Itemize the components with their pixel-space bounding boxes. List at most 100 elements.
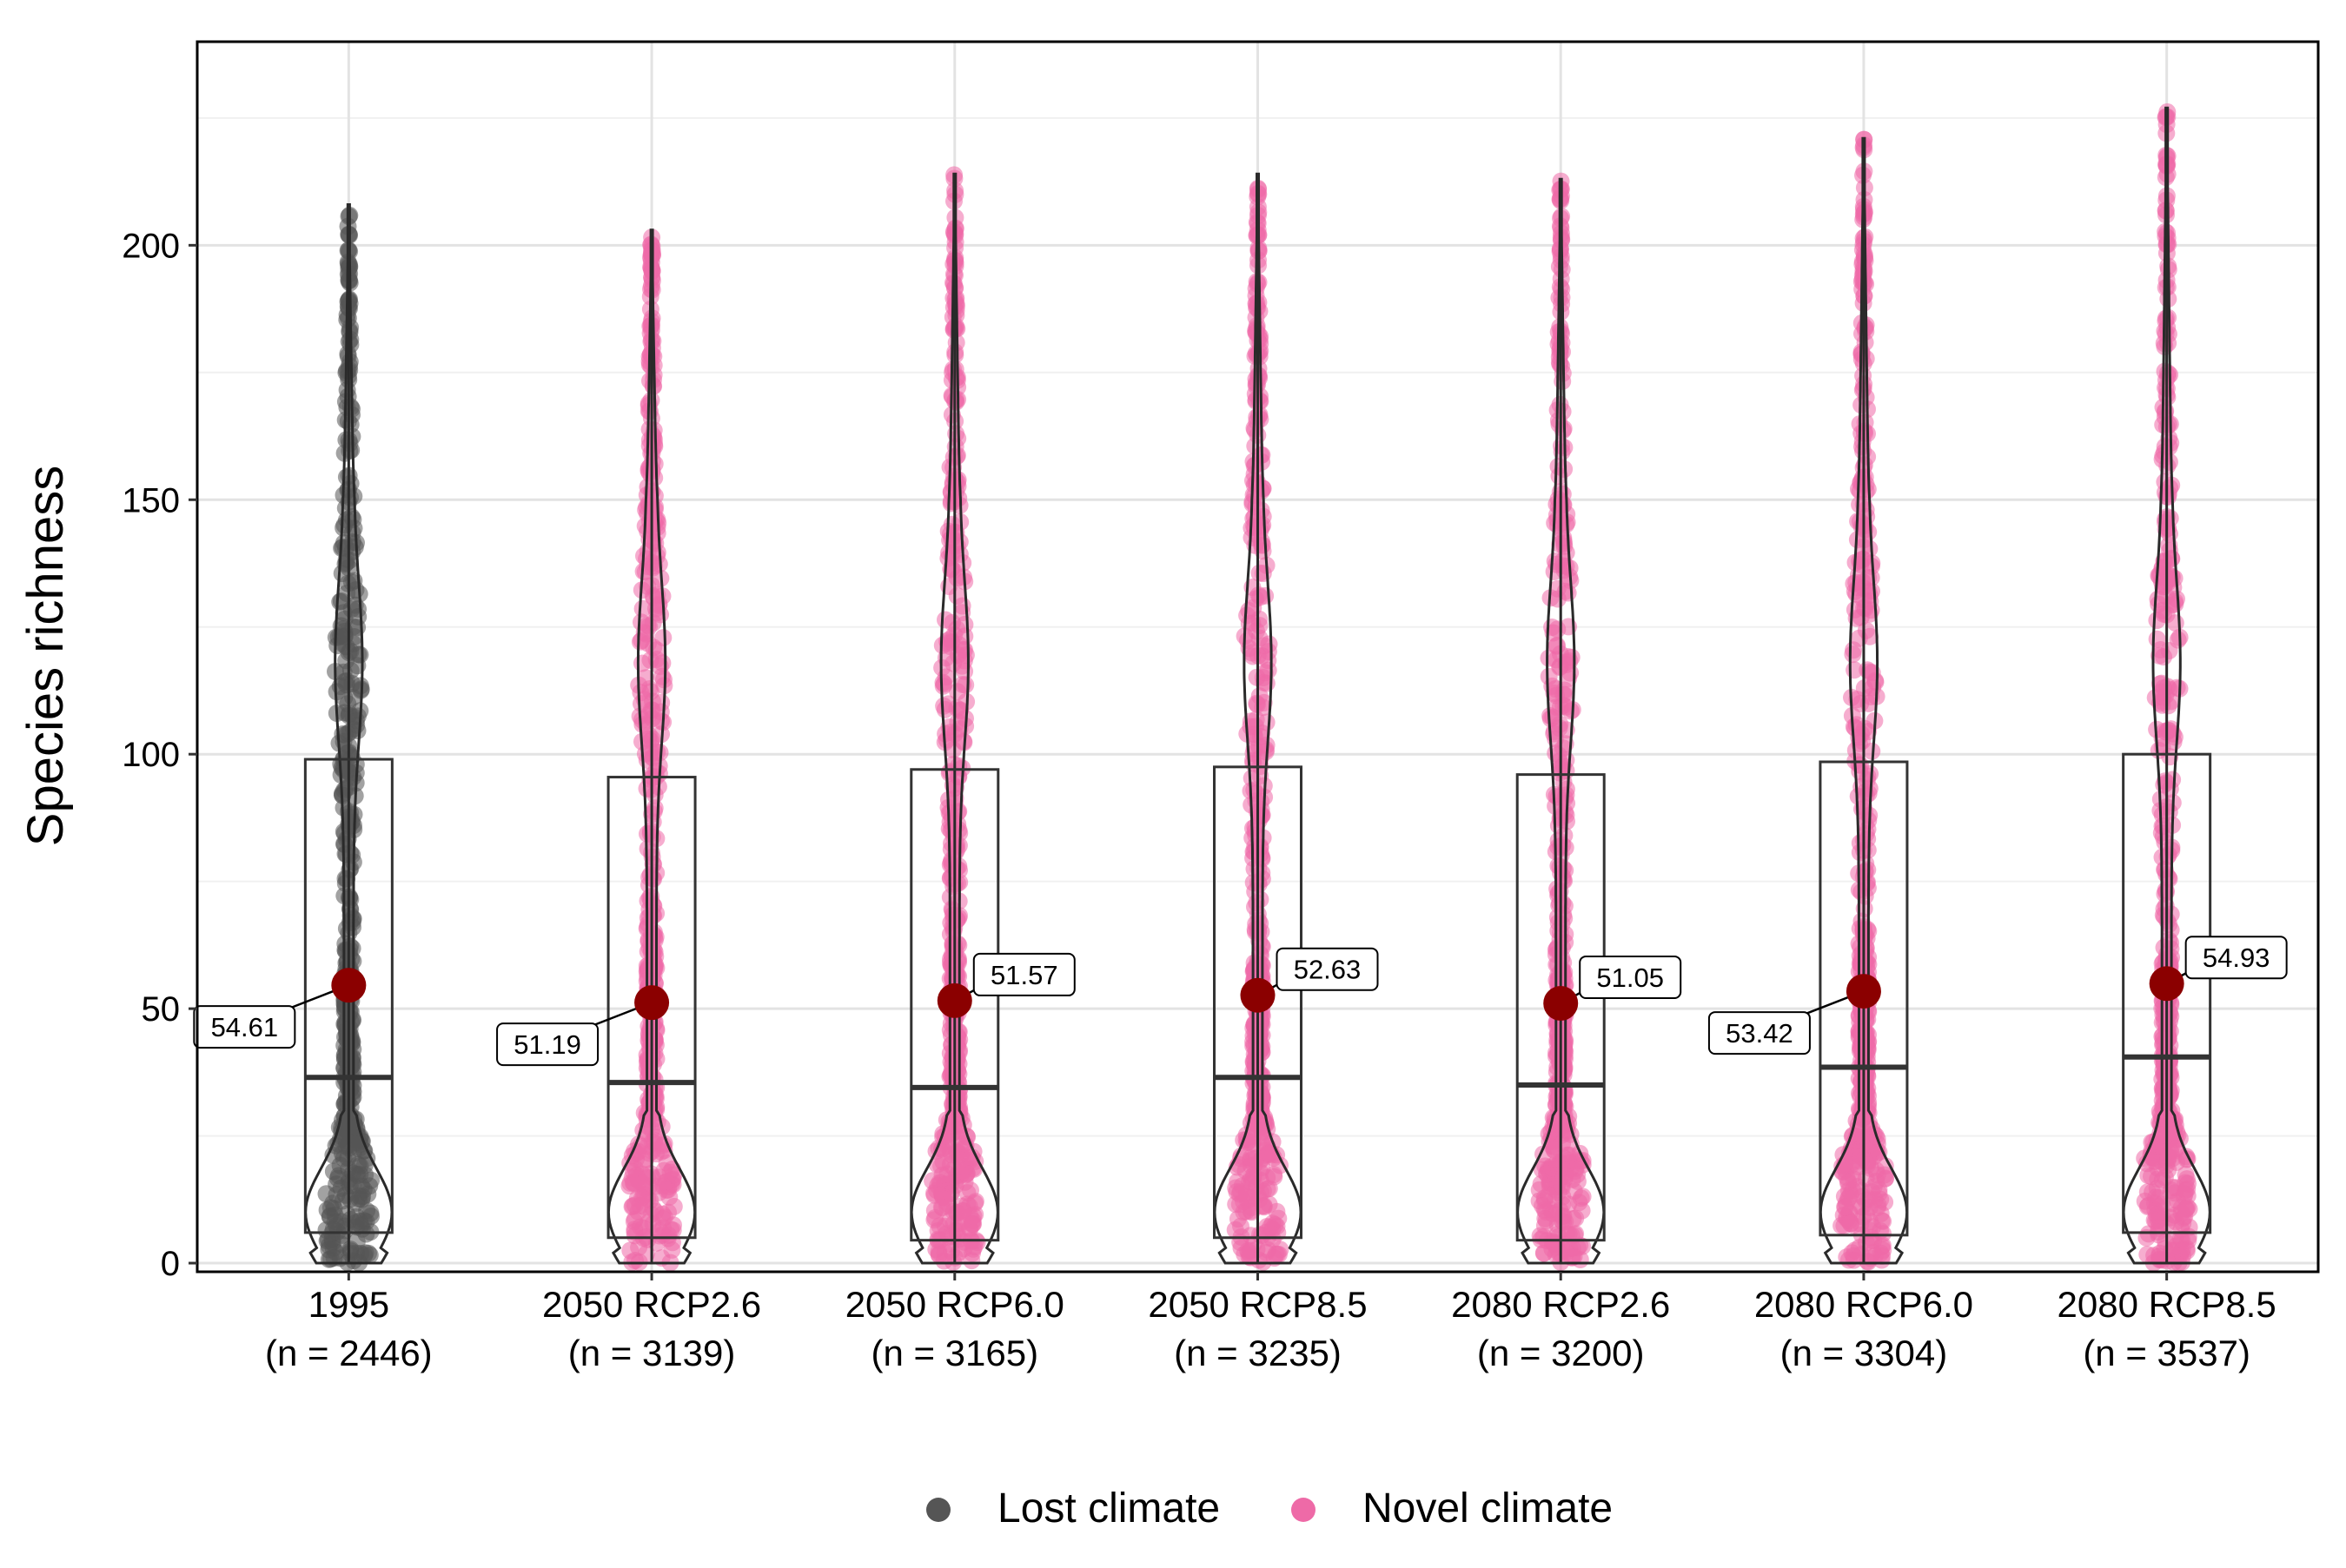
jitter-point — [956, 615, 974, 633]
jitter-point — [1253, 806, 1271, 824]
violin-2080-rcp8-5 — [2122, 103, 2211, 1272]
jitter-point — [2149, 1159, 2167, 1177]
jitter-point — [2159, 1080, 2177, 1098]
jitter-point — [633, 654, 651, 672]
jitter-point — [958, 1165, 976, 1182]
jitter-point — [342, 441, 361, 460]
jitter-point — [336, 875, 355, 892]
legend: Lost climate Novel climate — [926, 1485, 1613, 1532]
jitter-point — [1839, 1251, 1858, 1269]
mean-label: 51.19 — [514, 1029, 581, 1060]
jitter-point — [335, 704, 354, 722]
jitter-point — [2167, 1213, 2185, 1231]
jitter-point — [2169, 1126, 2187, 1144]
jitter-point — [1265, 1168, 1283, 1186]
x-tick-label: 2050 RCP8.5 — [1148, 1284, 1367, 1325]
mean-annotation: 54.61 — [193, 968, 367, 1049]
legend-key — [926, 1498, 951, 1522]
x-tick-count-label: (n = 3235) — [1174, 1333, 1342, 1373]
jitter-point — [947, 368, 965, 387]
jitter-point — [1251, 839, 1269, 857]
jitter-point — [956, 641, 974, 659]
label-box — [193, 1005, 296, 1049]
jitter-point — [1256, 664, 1274, 682]
box-iqr — [1819, 760, 1909, 1237]
x-tick-label: 1995 — [308, 1284, 389, 1325]
jitter-point — [1868, 1166, 1886, 1184]
violin-outline — [1213, 172, 1302, 1265]
jitter-point — [335, 622, 354, 640]
jitter-point — [1554, 1054, 1572, 1072]
jitter-point — [1243, 1135, 1261, 1153]
mean-point — [331, 968, 367, 1003]
mean-annotation: 53.42 — [1707, 974, 1881, 1055]
jitter-point — [652, 712, 670, 731]
jitter-point — [2155, 900, 2173, 918]
box-iqr — [2122, 752, 2212, 1234]
jitter-point — [633, 632, 651, 650]
jitter-point — [2159, 697, 2177, 715]
jitter-point — [941, 1155, 959, 1174]
mean-point — [937, 982, 972, 1018]
jitter-point — [646, 931, 664, 949]
jitter-point — [348, 1233, 366, 1251]
mean-point — [2149, 966, 2184, 1002]
jitter-point — [2179, 1174, 2197, 1193]
jitter-point — [925, 1211, 944, 1229]
jitter-point — [640, 908, 659, 925]
jitter-point — [1852, 883, 1871, 901]
jitter-point — [941, 630, 959, 648]
jitter-point — [1861, 627, 1879, 645]
box-iqr — [1213, 765, 1302, 1240]
x-tick-count-label: (n = 3165) — [871, 1333, 1038, 1373]
x-tick-count-label: (n = 2446) — [265, 1333, 433, 1373]
violin-1995 — [304, 203, 394, 1272]
mean-annotation: 51.57 — [937, 952, 1076, 1018]
jitter-point — [335, 672, 354, 691]
label-box — [1707, 1011, 1811, 1055]
mean-label: 52.63 — [1294, 955, 1362, 985]
mean-point — [1846, 974, 1881, 1009]
jitter-point — [1836, 1198, 1854, 1216]
jitter-point — [1269, 1209, 1288, 1227]
jitter-point — [338, 511, 355, 529]
jitter-point — [1259, 1144, 1277, 1162]
jitter-point — [646, 799, 664, 817]
x-tick-count-label: (n = 3200) — [1477, 1333, 1645, 1373]
jitter-point — [626, 1227, 644, 1245]
jitter-point — [646, 534, 665, 552]
jitter-point — [633, 715, 652, 733]
jitter-point — [351, 1135, 369, 1154]
y-tick-label: 50 — [142, 990, 181, 1029]
violin-outline — [910, 172, 999, 1265]
jitter-point — [2160, 642, 2178, 659]
jitter-point — [957, 676, 975, 694]
jitter-point — [640, 618, 659, 635]
jitter-point — [949, 477, 967, 495]
jitter-point — [639, 840, 657, 858]
mean-annotation: 51.19 — [496, 985, 670, 1067]
jitter-point — [953, 597, 971, 615]
jitter-point — [633, 1155, 652, 1173]
jitter-point — [936, 1244, 954, 1262]
jitter-point — [1534, 1197, 1552, 1214]
jitter-point — [2173, 1241, 2191, 1259]
jitter-point — [1568, 1172, 1587, 1190]
jitter-point — [1573, 1201, 1591, 1220]
mean-label: 51.05 — [1596, 963, 1664, 993]
jitter-point — [1858, 953, 1876, 971]
jitter-point — [331, 592, 349, 611]
jitter-point — [1852, 1088, 1870, 1105]
jitter-point — [640, 494, 658, 513]
jitter-point — [628, 1189, 646, 1207]
boxplot — [2122, 108, 2212, 1264]
jitter-point — [966, 1194, 984, 1212]
jitter-point — [629, 1169, 646, 1188]
boxplot — [1515, 179, 1606, 1264]
jitter-point — [1246, 822, 1264, 840]
jitter-point — [355, 1212, 373, 1230]
jitter-point — [1531, 1227, 1549, 1245]
jitter-point — [1554, 1135, 1571, 1153]
jitter-point — [1257, 713, 1276, 731]
